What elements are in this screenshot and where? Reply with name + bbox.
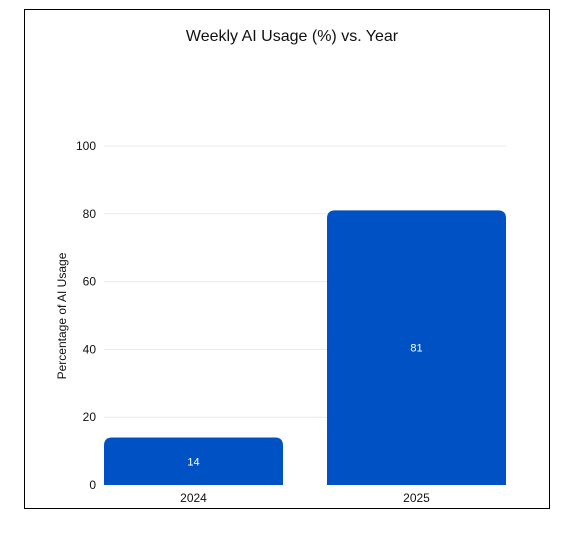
y-tick-label: 80 [83,207,97,221]
bar-value-label: 81 [410,343,422,355]
y-tick-label: 0 [89,478,96,492]
bar-value-label: 14 [187,456,199,468]
bar-2024 [104,437,283,485]
y-tick-label: 40 [83,342,97,356]
bar-2025 [327,210,506,485]
chart-title: Weekly AI Usage (%) vs. Year [186,28,399,45]
x-axis-ticks: 2024 2025 [180,491,430,505]
y-tick-label: 60 [83,275,97,289]
y-axis-ticks: 0 20 40 60 80 100 [76,139,96,492]
bars: 14 81 [104,210,506,485]
y-tick-label: 100 [76,139,96,153]
y-tick-label: 20 [83,410,97,424]
x-tick-label: 2024 [180,491,207,505]
y-axis-label: Percentage of AI Usage [55,252,69,379]
x-tick-label: 2025 [403,491,430,505]
